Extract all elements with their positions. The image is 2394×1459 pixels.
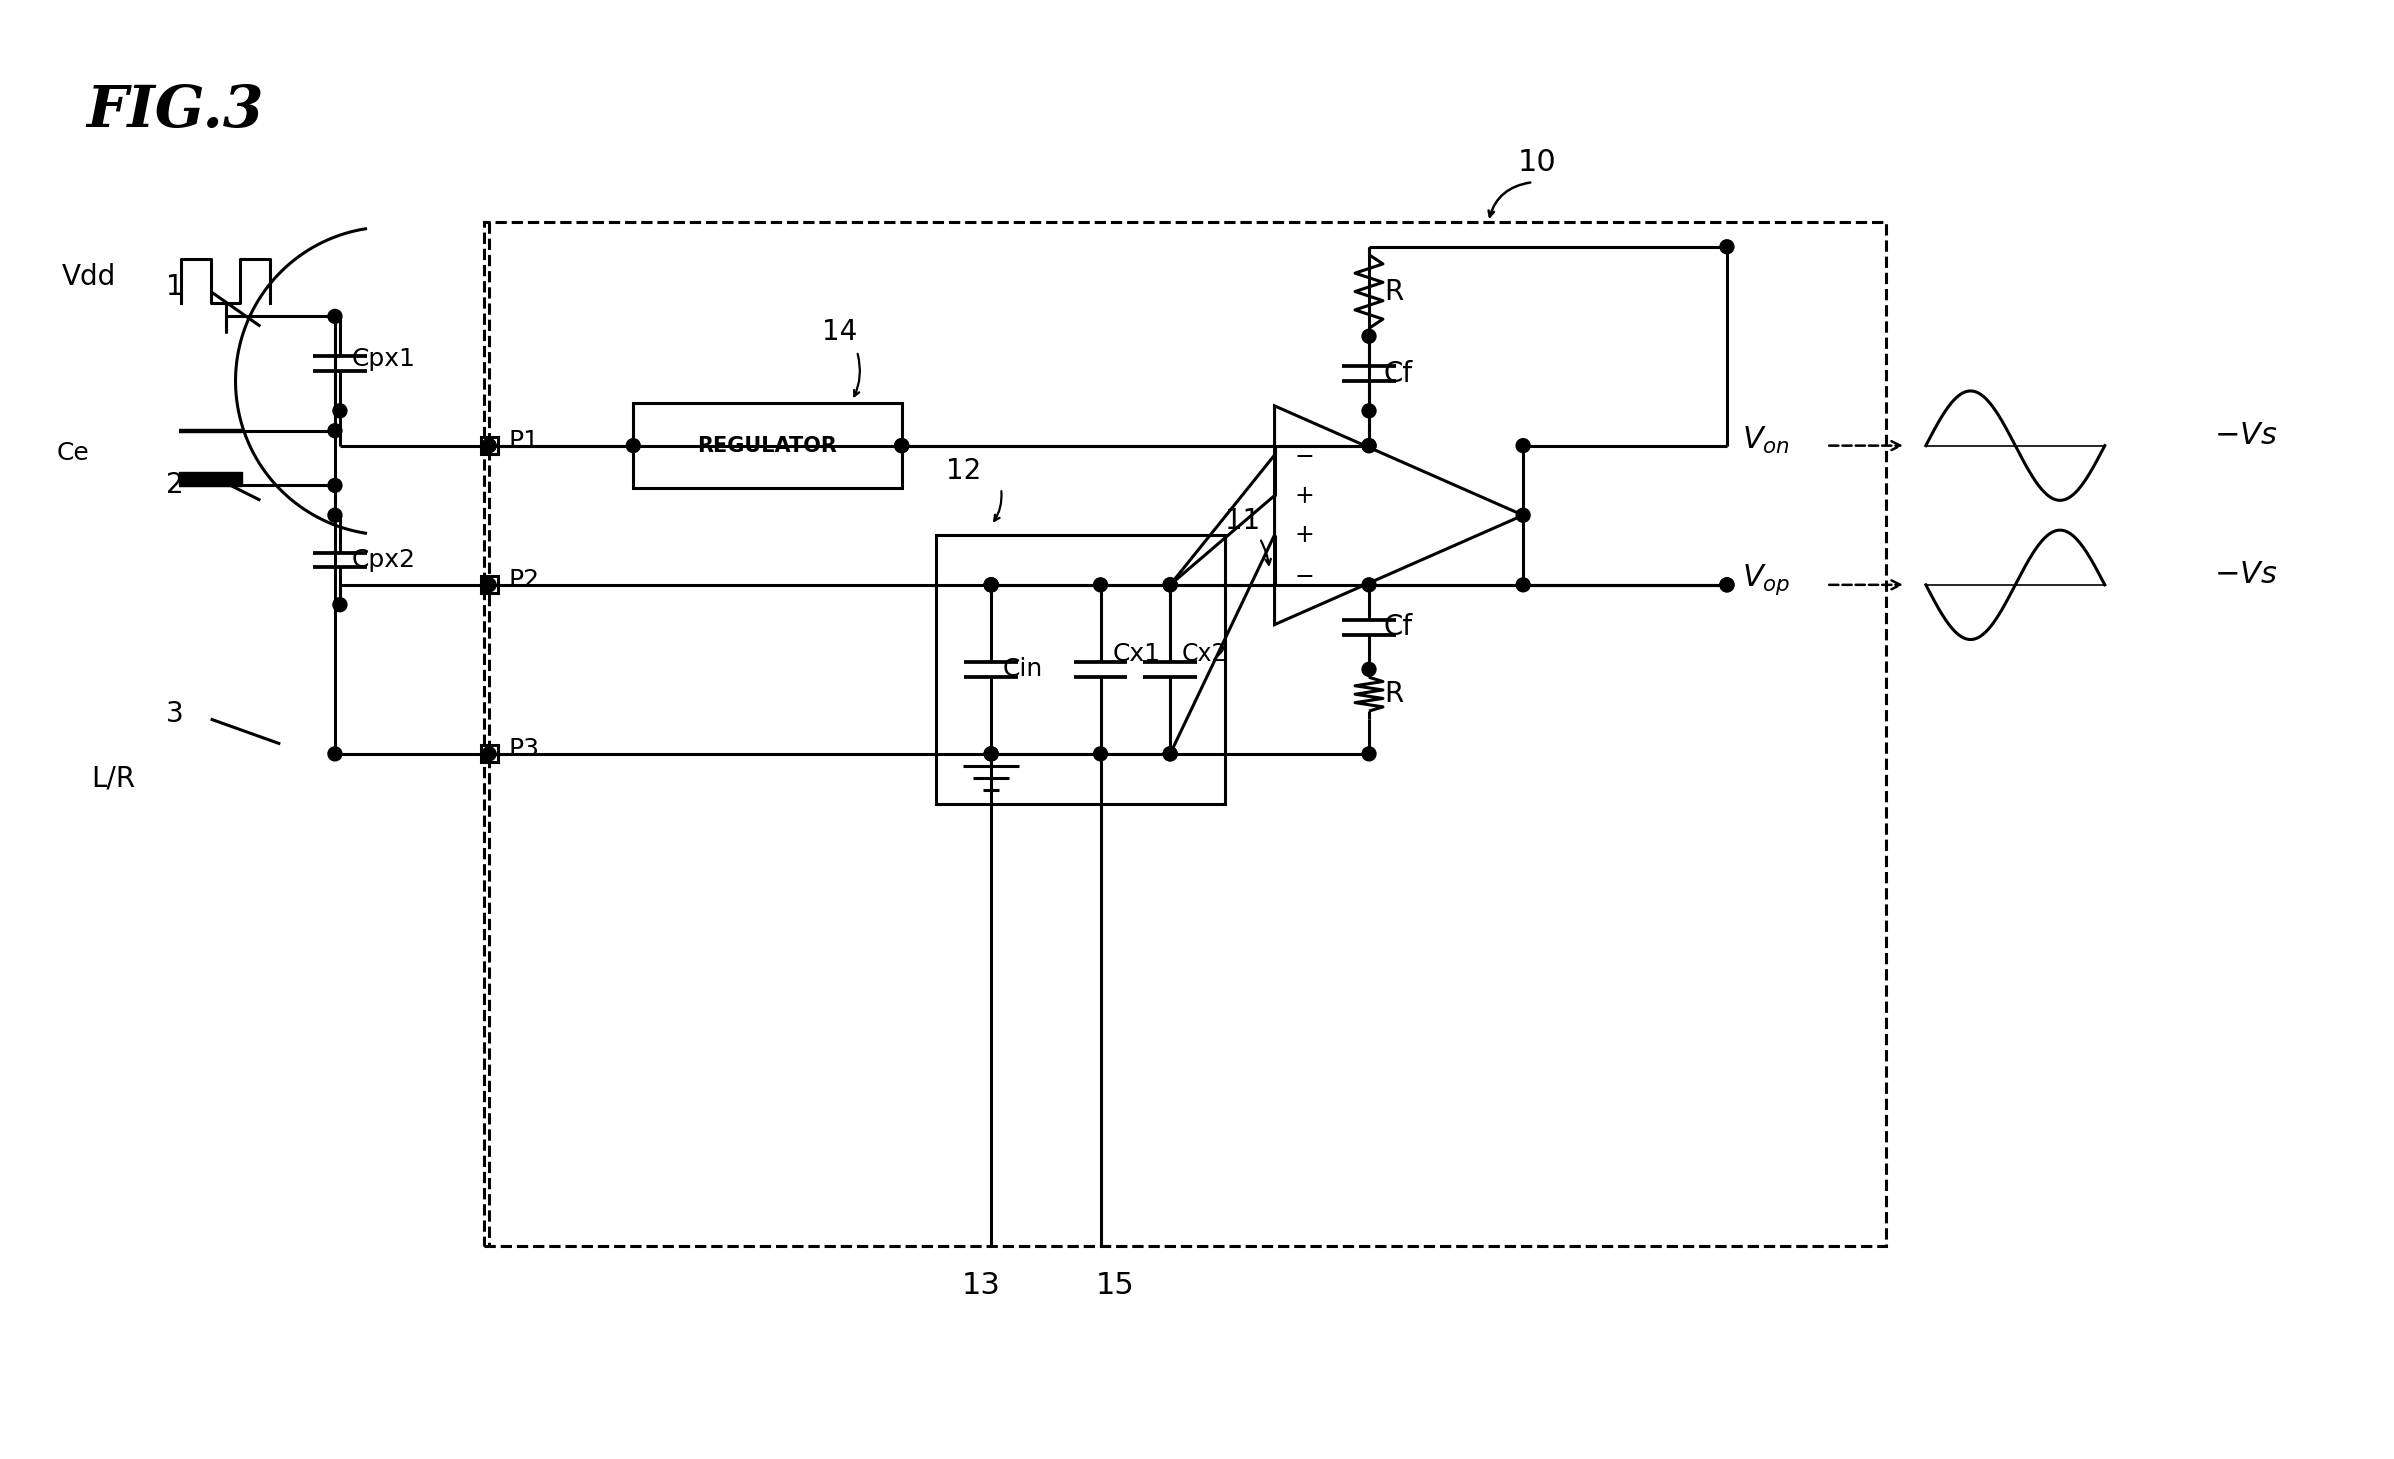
- Bar: [484, 222, 1886, 1246]
- Text: $+$: $+$: [1295, 522, 1314, 547]
- Text: $-Vs$: $-Vs$: [2214, 422, 2277, 451]
- Circle shape: [1515, 508, 1530, 522]
- Circle shape: [1094, 747, 1108, 760]
- Circle shape: [1094, 578, 1108, 592]
- Text: $+$: $+$: [1295, 483, 1314, 508]
- Bar: [634, 403, 903, 487]
- Circle shape: [984, 747, 998, 760]
- Text: P2: P2: [510, 568, 541, 592]
- Text: Cpx2: Cpx2: [352, 549, 417, 572]
- Circle shape: [1719, 578, 1733, 592]
- Circle shape: [333, 404, 347, 417]
- Text: Cx1: Cx1: [1113, 642, 1161, 667]
- Circle shape: [328, 747, 342, 760]
- Circle shape: [1163, 578, 1178, 592]
- Text: $V_{op}$: $V_{op}$: [1743, 562, 1791, 597]
- Circle shape: [1362, 662, 1377, 677]
- Circle shape: [1362, 747, 1377, 760]
- Text: $-Vs$: $-Vs$: [2214, 560, 2277, 589]
- Circle shape: [895, 439, 910, 452]
- Text: REGULATOR: REGULATOR: [697, 436, 838, 455]
- Circle shape: [328, 423, 342, 438]
- Text: Cf: Cf: [1384, 359, 1412, 388]
- Text: P1: P1: [510, 429, 541, 452]
- Text: 3: 3: [165, 700, 184, 728]
- Text: 10: 10: [1518, 149, 1556, 177]
- Circle shape: [1719, 578, 1733, 592]
- Circle shape: [984, 578, 998, 592]
- Text: 14: 14: [821, 318, 857, 346]
- Text: 13: 13: [962, 1271, 1001, 1300]
- Circle shape: [481, 578, 496, 592]
- Circle shape: [481, 439, 496, 452]
- Text: Cx2: Cx2: [1183, 642, 1228, 667]
- Circle shape: [984, 578, 998, 592]
- Circle shape: [333, 598, 347, 611]
- Circle shape: [627, 439, 639, 452]
- Circle shape: [1163, 747, 1178, 760]
- Text: Cf: Cf: [1384, 613, 1412, 641]
- Circle shape: [1163, 578, 1178, 592]
- Text: 15: 15: [1096, 1271, 1135, 1300]
- Circle shape: [895, 439, 910, 452]
- Text: Cpx1: Cpx1: [352, 347, 417, 371]
- Circle shape: [1362, 404, 1377, 417]
- Text: P3: P3: [510, 737, 541, 762]
- Text: 12: 12: [946, 458, 982, 486]
- Text: Cin: Cin: [1003, 658, 1044, 681]
- Circle shape: [1719, 239, 1733, 254]
- Circle shape: [1362, 439, 1377, 452]
- Circle shape: [1163, 747, 1178, 760]
- Circle shape: [1362, 330, 1377, 343]
- Circle shape: [328, 508, 342, 522]
- Circle shape: [328, 479, 342, 492]
- Text: Ce: Ce: [57, 441, 89, 465]
- Bar: [936, 535, 1226, 804]
- Circle shape: [1362, 578, 1377, 592]
- Text: $V_{on}$: $V_{on}$: [1743, 425, 1791, 457]
- Text: 2: 2: [165, 471, 184, 499]
- Circle shape: [481, 747, 496, 760]
- Bar: [481, 746, 498, 762]
- Text: $-$: $-$: [1295, 563, 1314, 588]
- Text: 1: 1: [165, 273, 184, 301]
- Text: R: R: [1384, 680, 1403, 708]
- Circle shape: [328, 309, 342, 324]
- Bar: [481, 438, 498, 454]
- Text: 11: 11: [1226, 508, 1259, 535]
- Bar: [481, 576, 498, 594]
- Circle shape: [481, 439, 496, 452]
- Circle shape: [984, 747, 998, 760]
- Circle shape: [1515, 578, 1530, 592]
- Text: Vdd: Vdd: [62, 263, 115, 290]
- Circle shape: [1362, 439, 1377, 452]
- Circle shape: [1515, 439, 1530, 452]
- Text: $-$: $-$: [1295, 444, 1314, 467]
- Text: R: R: [1384, 277, 1403, 305]
- Circle shape: [984, 578, 998, 592]
- Text: L/R: L/R: [91, 765, 136, 792]
- Text: FIG.3: FIG.3: [86, 83, 263, 139]
